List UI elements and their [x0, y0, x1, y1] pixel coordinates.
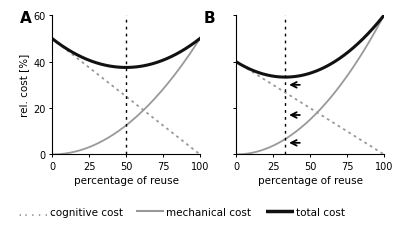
Text: B: B	[204, 11, 215, 26]
Text: A: A	[20, 11, 31, 26]
X-axis label: percentage of reuse: percentage of reuse	[74, 175, 178, 185]
X-axis label: percentage of reuse: percentage of reuse	[258, 175, 362, 185]
Text: total cost: total cost	[296, 207, 345, 218]
Text: mechanical cost: mechanical cost	[166, 207, 251, 218]
Y-axis label: rel. cost [%]: rel. cost [%]	[19, 54, 29, 117]
Text: ......: ......	[16, 207, 56, 218]
Text: cognitive cost: cognitive cost	[50, 207, 123, 218]
